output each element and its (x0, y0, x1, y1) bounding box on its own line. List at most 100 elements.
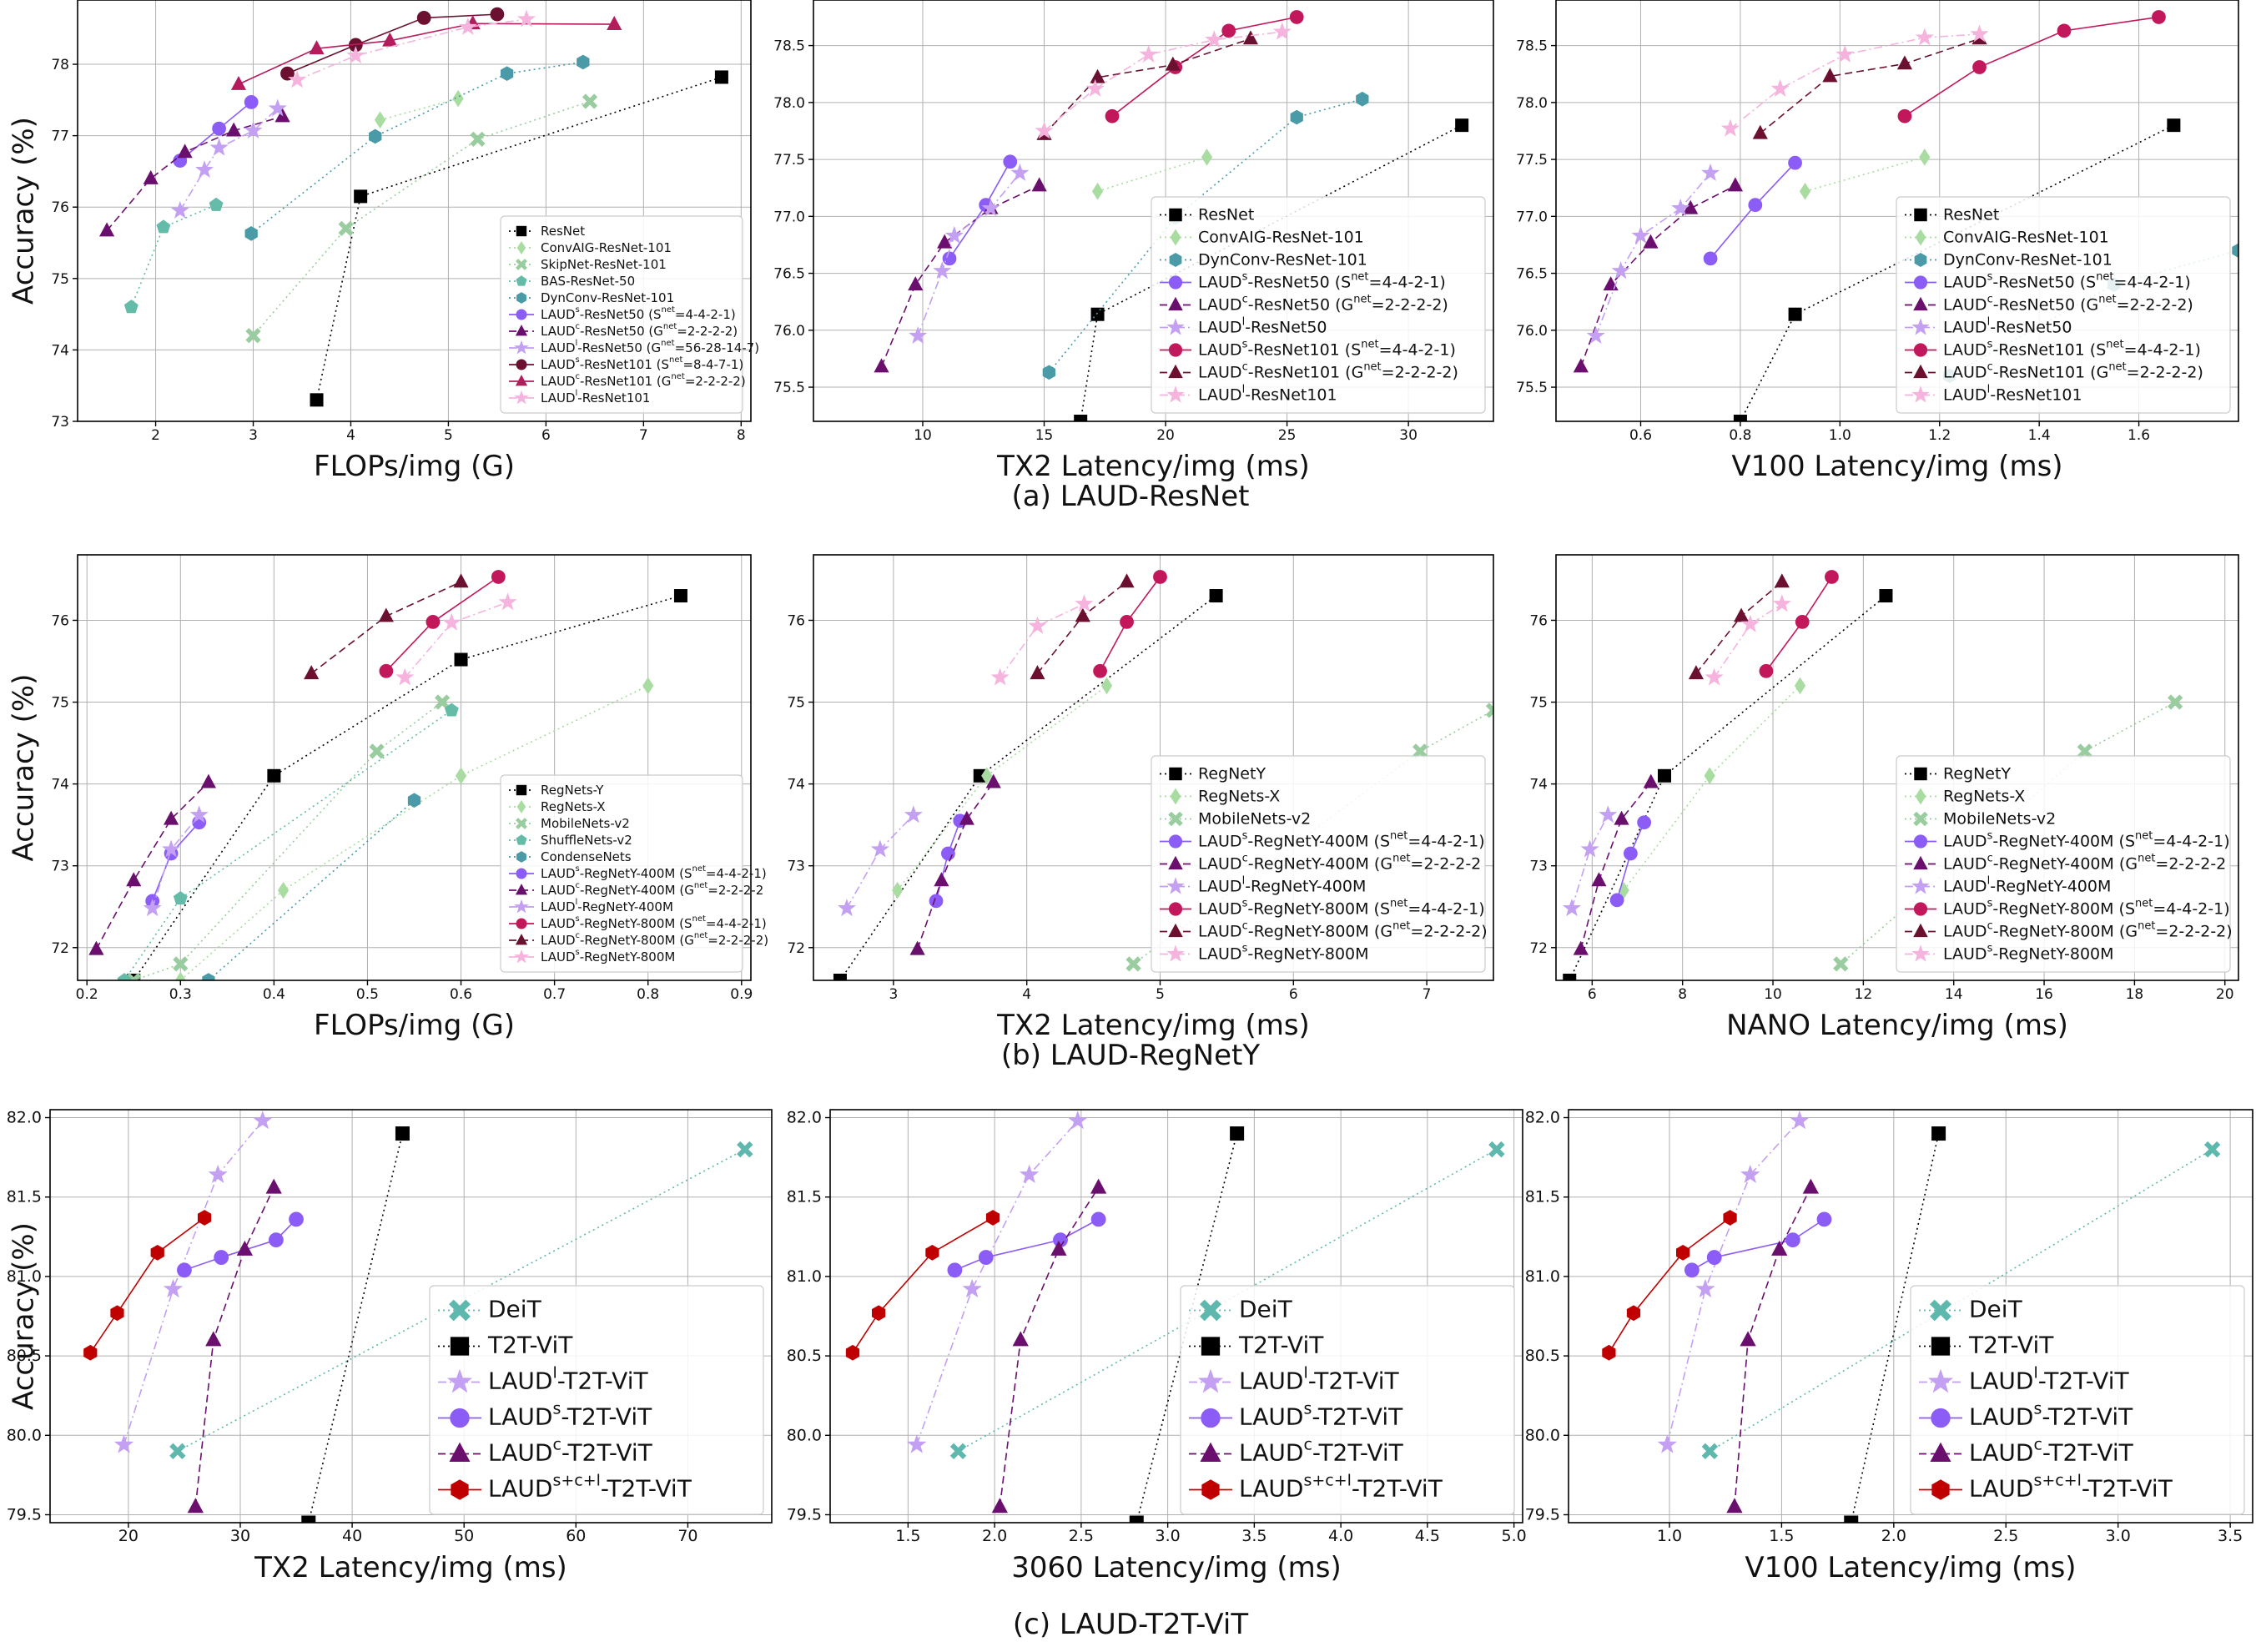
y-tick-label: 76.5 (773, 266, 805, 283)
data-point (1701, 1443, 1719, 1460)
data-point (1675, 1244, 1690, 1261)
data-point (2203, 1141, 2221, 1158)
legend-label: RegNets-X (541, 799, 606, 814)
series (1030, 573, 1135, 680)
y-tick-label: 73 (787, 859, 805, 875)
data-point (1705, 667, 1724, 686)
data-point (1772, 594, 1791, 612)
legend-label: MobileNets-v2 (1943, 809, 2056, 828)
data-point (1643, 234, 1659, 249)
y-tick-label: 79.5 (787, 1505, 822, 1524)
y-tick-label: 77.0 (773, 209, 805, 225)
data-point (1090, 68, 1105, 83)
y-tick-label: 74 (51, 777, 69, 793)
series (174, 677, 654, 980)
legend-label: LAUDs-T2T-ViT (1969, 1399, 2133, 1431)
data-point (1915, 28, 1934, 46)
series (1705, 594, 1791, 686)
data-point (173, 956, 189, 972)
series (892, 677, 1113, 899)
y-tick-label: 72 (51, 940, 69, 957)
data-point (288, 70, 307, 88)
series (304, 573, 469, 680)
data-point (1723, 1210, 1737, 1226)
x-tick-label: 10 (1764, 986, 1782, 1003)
data-point (1624, 846, 1638, 861)
series (874, 177, 1047, 373)
legend-item: LAUDc-ResNet50 (Gnet=2-2-2-2) (1905, 293, 2193, 314)
y-axis-label: Accuracy (%) (8, 674, 41, 862)
legend-label: LAUDl-RegNetY-400M (1198, 874, 1366, 895)
figure-caption: (c) LAUD-T2T-ViT (1013, 1608, 1249, 1641)
series-line (250, 61, 583, 234)
x-tick-label: 14 (1945, 986, 1963, 1003)
data-point (444, 703, 459, 717)
series-line (1080, 124, 1463, 421)
series-line (179, 685, 649, 980)
legend-item: RegNets-X (509, 799, 606, 814)
data-point (516, 799, 526, 814)
data-point (516, 292, 526, 304)
legend-label: LAUDs-RegNetY-800M (Snet=4-4-2-1) (1943, 897, 2230, 918)
y-tick-label: 76 (1529, 612, 1548, 629)
data-point (268, 1232, 284, 1248)
y-tick-label: 80.5 (7, 1347, 42, 1365)
series (280, 7, 505, 81)
data-point (933, 261, 952, 280)
x-axis-label: TX2 Latency/img (ms) (254, 1551, 567, 1584)
data-point (163, 1278, 184, 1298)
data-point (1580, 839, 1599, 858)
chart-panel: 0.6 0.8 1.0 1.2 1.4 1.6 75.5 76.0 76.5 77.0 77.5 78… (1516, 0, 2239, 483)
data-point (941, 846, 955, 861)
series (245, 93, 598, 344)
legend-label: LAUDl-RegNetY-400M (541, 898, 673, 914)
series (1573, 773, 1659, 955)
series (1833, 694, 2183, 972)
data-point (1100, 677, 1113, 695)
data-point (1931, 1126, 1946, 1141)
data-point (1795, 615, 1810, 629)
legend-item: LAUDl-RegNetY-400M (1160, 874, 1366, 895)
data-point (338, 220, 354, 237)
series (907, 1111, 1088, 1453)
data-point (1129, 1515, 1144, 1523)
data-point (516, 834, 527, 845)
x-tick-label: 25 (1278, 427, 1297, 444)
y-tick-label: 75 (787, 695, 805, 712)
legend-label: LAUDs-ResNet50 (Snet=4-4-2-1) (1198, 270, 1446, 291)
legend-item: LAUDl-ResNet50 (Gnet=56-28-14-7) (509, 339, 759, 355)
y-tick-label: 82.0 (7, 1109, 42, 1127)
legend-item: LAUDs-ResNet101 (Snet=4-4-2-1) (1160, 338, 1456, 359)
legend-label: LAUDs-RegNetY-800M (541, 948, 675, 965)
data-point (1802, 1178, 1819, 1194)
data-point (1165, 56, 1181, 71)
data-point (170, 200, 189, 219)
x-tick-label: 8 (737, 427, 746, 444)
data-point (904, 805, 923, 823)
series (1759, 570, 1839, 678)
series (1657, 1111, 1810, 1453)
x-tick-label: 5.0 (1502, 1527, 1527, 1545)
legend-item: LAUDl-T2T-ViT (438, 1363, 649, 1395)
data-point (1209, 589, 1223, 603)
data-point (455, 767, 467, 785)
data-point (163, 810, 179, 825)
legend-item: LAUDl-ResNet50 (1905, 315, 2072, 336)
x-tick-label: 6 (541, 427, 551, 444)
series (1733, 118, 2181, 421)
legend-label: LAUDl-ResNet50 (1198, 315, 1327, 336)
data-point (1740, 1164, 1760, 1183)
legend-label: LAUDc-RegNetY-400M (Gnet=2-2-2-2 (1198, 852, 1481, 873)
data-point (150, 1244, 164, 1261)
data-point (113, 1434, 134, 1453)
x-tick-label: 6 (1588, 986, 1597, 1003)
data-point (379, 663, 394, 678)
legend-label: LAUDs-ResNet50 (Snet=4-4-2-1) (1943, 270, 2191, 291)
legend-label: ResNet (1198, 205, 1254, 224)
legend-item: LAUDs-RegNetY-800M (1905, 942, 2114, 963)
data-point (202, 973, 215, 980)
data-point (1075, 607, 1090, 622)
legend-item: ConvAIG-ResNet-101 (509, 240, 672, 255)
data-point (1822, 68, 1838, 83)
